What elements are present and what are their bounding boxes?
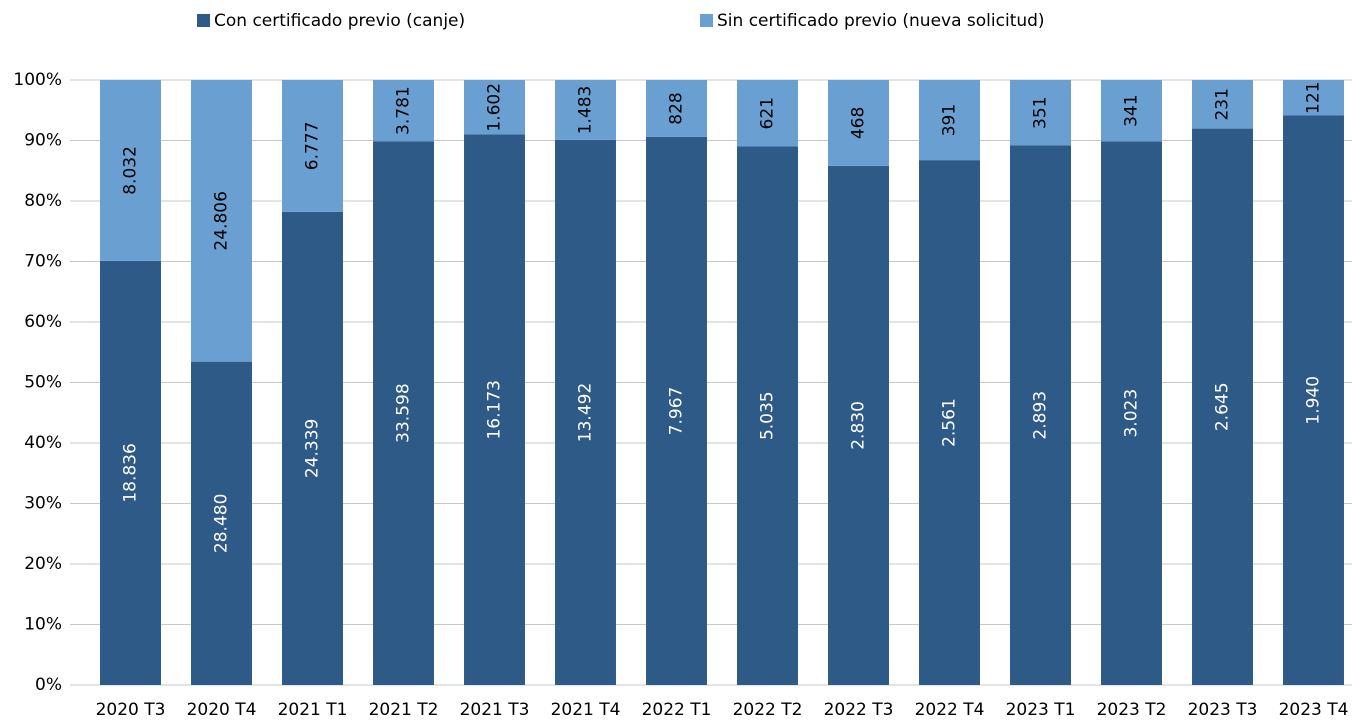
bar-segment xyxy=(1010,145,1071,686)
bar-segment xyxy=(919,160,980,686)
data-label: 5.035 xyxy=(758,391,778,440)
data-label: 6.777 xyxy=(303,122,323,171)
y-tick-label: 50% xyxy=(24,373,62,393)
bar-segment xyxy=(1192,128,1253,686)
data-label: 3.023 xyxy=(1122,389,1142,438)
x-tick-label: 2022 T3 xyxy=(824,700,894,720)
bar-segment xyxy=(282,211,343,685)
data-label: 13.492 xyxy=(576,383,596,442)
data-label: 18.836 xyxy=(121,443,141,502)
bar-segment xyxy=(555,139,616,685)
bar-segment xyxy=(1101,80,1162,142)
x-tick-label: 2020 T3 xyxy=(96,700,166,720)
data-label: 28.480 xyxy=(212,494,232,553)
data-label: 2.561 xyxy=(940,398,960,447)
legend-label: Sin certificado previo (nueva solicitud) xyxy=(717,11,1045,31)
bar-segment xyxy=(100,80,161,261)
legend-swatch xyxy=(197,14,210,27)
data-label: 391 xyxy=(940,104,960,136)
data-label: 1.602 xyxy=(485,83,505,132)
y-tick-label: 30% xyxy=(24,494,62,514)
bar-segment xyxy=(1283,80,1344,116)
data-label: 8.032 xyxy=(121,146,141,195)
bar-segment xyxy=(828,165,889,685)
bar-segment xyxy=(464,80,525,135)
data-label: 24.339 xyxy=(303,419,323,478)
x-tick-label: 2021 T2 xyxy=(369,700,439,720)
data-label: 1.940 xyxy=(1304,376,1324,425)
x-tick-label: 2023 T1 xyxy=(1006,700,1076,720)
x-tick-label: 2020 T4 xyxy=(187,700,257,720)
x-tick-label: 2023 T2 xyxy=(1097,700,1167,720)
y-tick-label: 90% xyxy=(24,131,62,151)
y-tick-label: 40% xyxy=(24,433,62,453)
legend-label: Con certificado previo (canje) xyxy=(214,11,465,31)
bar-segment xyxy=(282,80,343,212)
bar-segment xyxy=(373,141,434,685)
bar-segment xyxy=(737,80,798,147)
x-tick-label: 2022 T1 xyxy=(642,700,712,720)
data-label: 468 xyxy=(849,107,869,139)
bar-segment xyxy=(919,80,980,161)
x-tick-label: 2023 T4 xyxy=(1279,700,1349,720)
bar-segment xyxy=(646,80,707,137)
x-tick-label: 2021 T3 xyxy=(460,700,530,720)
bar-segment xyxy=(828,80,889,166)
y-tick-label: 20% xyxy=(24,554,62,574)
y-tick-label: 60% xyxy=(24,312,62,332)
data-label: 3.781 xyxy=(394,86,414,135)
data-label: 7.967 xyxy=(667,387,687,436)
y-tick-label: 10% xyxy=(24,615,62,635)
x-tick-label: 2022 T4 xyxy=(915,700,985,720)
y-tick-label: 80% xyxy=(24,191,62,211)
data-label: 351 xyxy=(1031,97,1051,129)
bar-segment xyxy=(100,260,161,685)
data-label: 2.645 xyxy=(1213,382,1233,431)
data-label: 231 xyxy=(1213,88,1233,120)
data-label: 2.893 xyxy=(1031,391,1051,440)
data-label: 33.598 xyxy=(394,383,414,442)
bar-segment xyxy=(555,80,616,140)
data-label: 121 xyxy=(1304,82,1324,114)
bar-segment xyxy=(1101,141,1162,686)
bar-segment xyxy=(191,80,252,362)
data-label: 1.483 xyxy=(576,86,596,135)
bar-segment xyxy=(464,134,525,685)
bar-segment xyxy=(646,136,707,685)
data-label: 24.806 xyxy=(211,191,231,250)
data-label: 341 xyxy=(1122,94,1142,126)
x-tick-label: 2023 T3 xyxy=(1188,700,1258,720)
bar-segment xyxy=(737,146,798,686)
bar-segment xyxy=(1283,115,1344,685)
bar-segment xyxy=(191,361,252,685)
y-tick-label: 0% xyxy=(35,675,62,695)
x-tick-label: 2022 T2 xyxy=(733,700,803,720)
legend-swatch xyxy=(700,14,713,27)
data-label: 828 xyxy=(667,92,687,124)
bar-segment xyxy=(1192,80,1253,129)
bar-segment xyxy=(373,80,434,142)
data-label: 16.173 xyxy=(485,380,505,439)
y-tick-label: 70% xyxy=(24,252,62,272)
x-tick-label: 2021 T4 xyxy=(551,700,621,720)
y-tick-label: 100% xyxy=(13,70,62,90)
data-label: 621 xyxy=(758,97,778,129)
data-label: 2.830 xyxy=(849,401,869,450)
x-tick-label: 2021 T1 xyxy=(278,700,348,720)
bar-segment xyxy=(1010,80,1071,146)
